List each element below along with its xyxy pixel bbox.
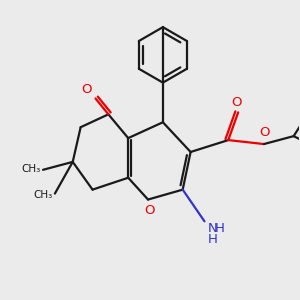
Text: O: O — [144, 205, 154, 218]
Text: O: O — [81, 82, 92, 95]
Text: O: O — [231, 96, 242, 110]
Text: CH₃: CH₃ — [34, 190, 53, 200]
Text: H: H — [214, 222, 224, 235]
Text: H: H — [208, 233, 217, 246]
Text: CH₃: CH₃ — [22, 164, 41, 174]
Text: N: N — [208, 222, 217, 235]
Text: O: O — [260, 126, 270, 139]
